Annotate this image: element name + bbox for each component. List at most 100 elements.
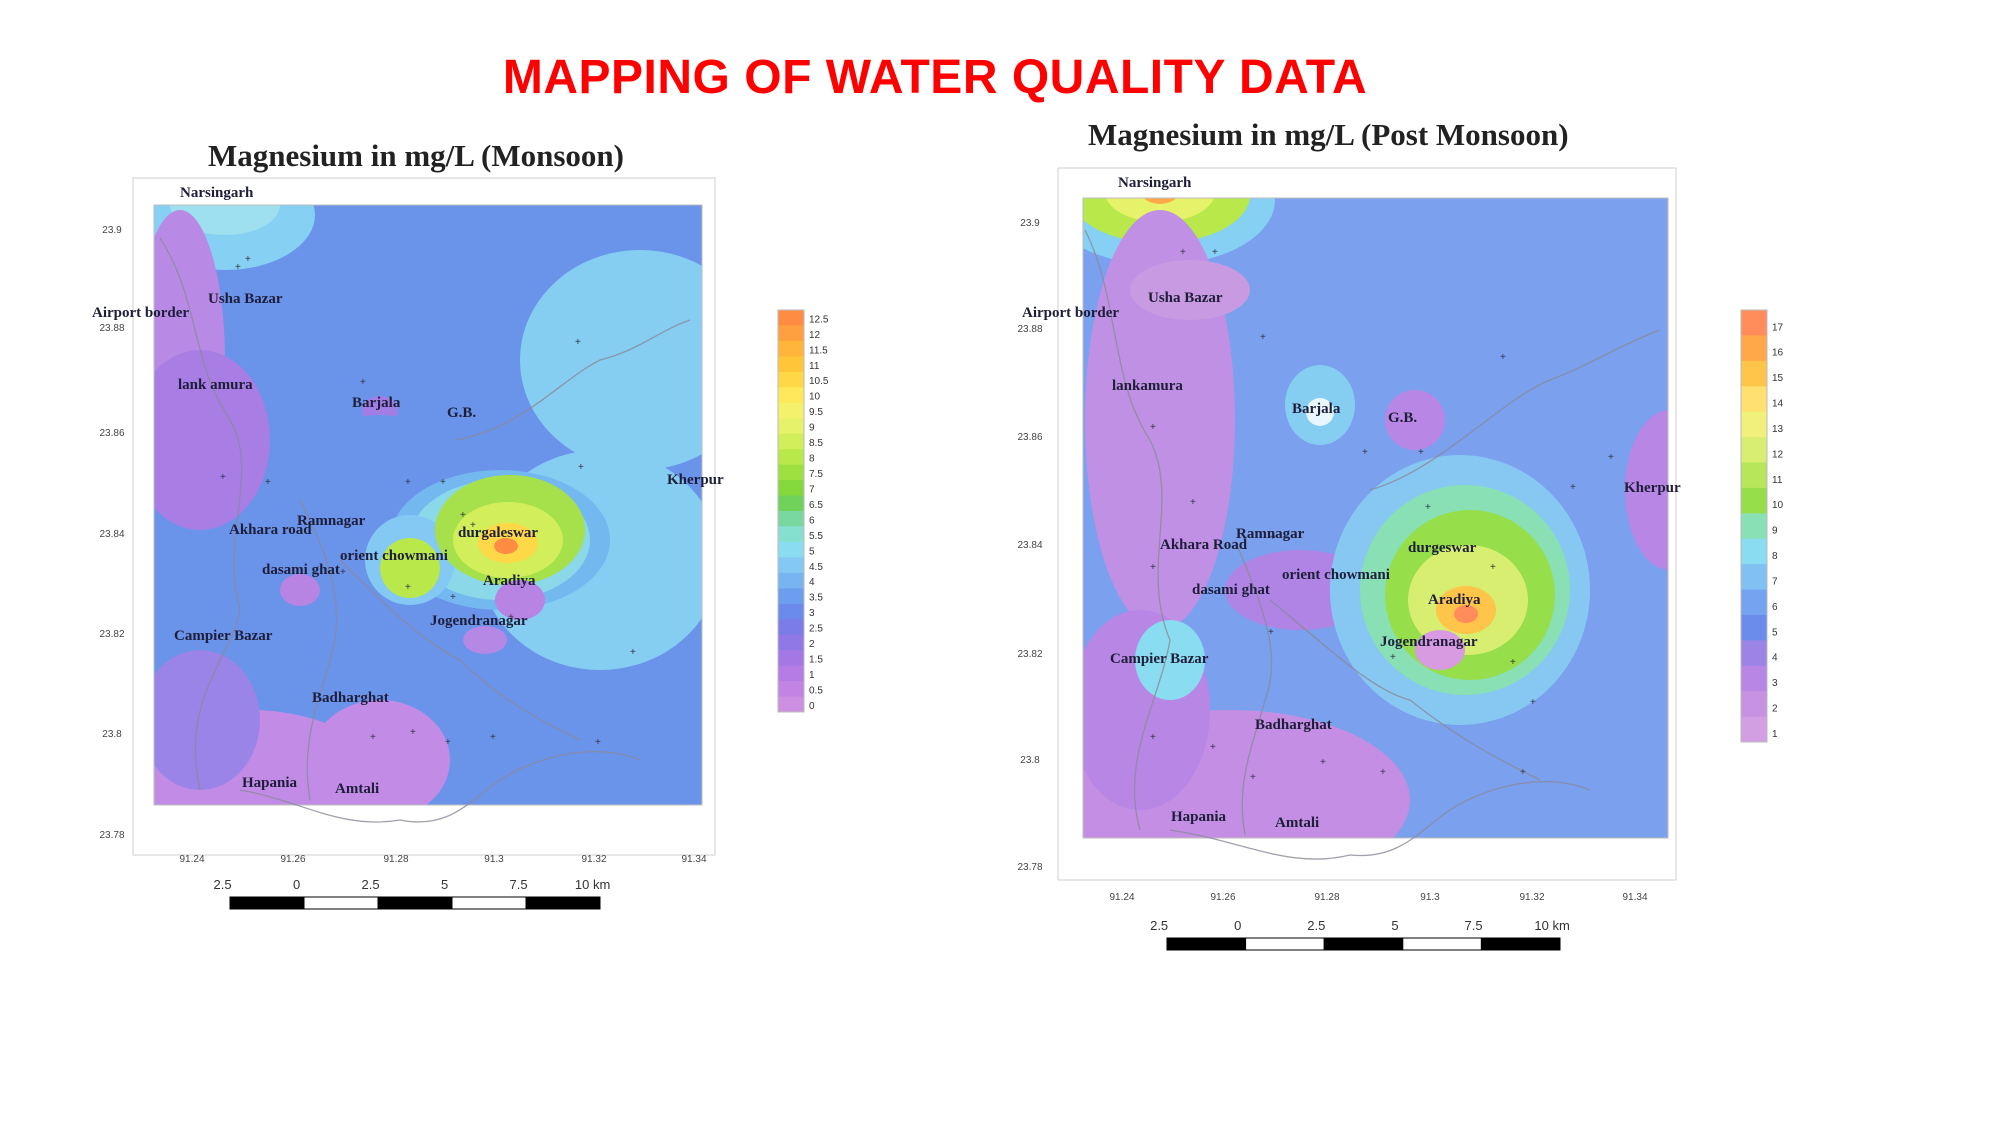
boundary-line [1169, 781, 1591, 860]
legend-label: 3 [809, 608, 815, 619]
place-label: Aradiya [1428, 592, 1481, 608]
legend-swatch [778, 603, 804, 620]
legend-swatch [1741, 640, 1767, 667]
legend-swatch [1741, 538, 1767, 565]
place-label: Aradiya [483, 573, 536, 589]
legend-swatch [778, 495, 804, 512]
legend-border [1740, 309, 1768, 743]
boundary-line [1269, 599, 1541, 781]
contour-zone [335, 415, 425, 465]
place-label: orient chowmani [1282, 567, 1390, 583]
place-label: Hapania [242, 775, 298, 791]
sample-point-marker: + [1210, 742, 1216, 753]
legend-label: 5 [1772, 627, 1778, 638]
sample-point-marker: + [575, 337, 581, 348]
legend-label: 12 [1772, 449, 1784, 460]
legend-swatch [1741, 513, 1767, 540]
legend-swatch [1741, 462, 1767, 489]
boundary-line [159, 237, 243, 791]
map-frame [132, 177, 716, 856]
legend-swatch [778, 634, 804, 651]
sample-point-marker: + [370, 732, 376, 743]
boundary-line [299, 499, 338, 801]
scale-bar-label: 5 [441, 877, 448, 892]
place-label: G.B. [447, 405, 476, 421]
place-label: Narsingarh [1118, 175, 1192, 191]
lat-tick-label: 23.84 [99, 529, 124, 540]
place-label: Kherpur [667, 472, 724, 488]
sample-point-marker: + [1380, 767, 1386, 778]
place-label: Badharghat [1255, 717, 1332, 733]
legend-swatch [1741, 360, 1767, 387]
legend-label: 7.5 [809, 469, 823, 480]
contour-layer [154, 205, 702, 805]
legend-label: 3.5 [809, 593, 823, 604]
sample-point-marker: + [1490, 562, 1496, 573]
lon-tick-label: 91.3 [484, 854, 504, 865]
scale-bar-label: 10 km [1534, 918, 1569, 933]
legend-swatch [778, 541, 804, 558]
boundary-line [1234, 539, 1273, 836]
legend-label: 0.5 [809, 685, 823, 696]
lat-tick-label: 23.88 [1017, 324, 1042, 335]
legend-label: 8.5 [809, 438, 823, 449]
place-label: Badharghat [312, 690, 389, 706]
sample-point-marker: + [1608, 452, 1614, 463]
scale-bar-label: 5 [1391, 918, 1398, 933]
place-label: Jogendranagar [430, 613, 528, 629]
contour-layer [1083, 198, 1668, 838]
legend-swatch [778, 557, 804, 574]
sample-point-marker: + [1270, 532, 1276, 543]
place-label: Ramnagar [1236, 526, 1305, 542]
legend-swatch [778, 480, 804, 497]
legend-swatch [778, 572, 804, 589]
place-label: Airport border [1022, 305, 1119, 321]
legend-border [777, 309, 805, 713]
legend-label: 5 [809, 546, 815, 557]
lat-tick-label: 23.9 [1020, 218, 1040, 229]
place-label: orient chowmani [340, 548, 448, 564]
contour-zone [310, 700, 450, 805]
legend-swatch [1741, 564, 1767, 591]
map-title-monsoon: Magnesium in mg/L (Monsoon) [208, 138, 624, 173]
legend-swatch [1741, 614, 1767, 641]
lon-tick-label: 91.3 [1420, 892, 1440, 903]
lon-tick-label: 91.24 [1109, 892, 1134, 903]
legend-label: 15 [1772, 373, 1784, 384]
legend-swatch [778, 588, 804, 605]
scale-bar-label: 2.5 [1307, 918, 1325, 933]
slide-title: MAPPING OF WATER QUALITY DATA [502, 51, 1368, 104]
sample-point-marker: + [1180, 247, 1186, 258]
legend-swatch [778, 526, 804, 543]
legend-swatch [778, 511, 804, 527]
legend-swatch [778, 650, 804, 667]
scale-bar-label: 0 [293, 877, 300, 892]
legend-swatch [1741, 335, 1767, 362]
contour-zone [1306, 398, 1334, 426]
legend-label: 1 [1772, 729, 1778, 740]
legend-swatch [1741, 487, 1767, 514]
place-label: Hapania [1171, 809, 1227, 825]
sample-point-marker: + [1150, 562, 1156, 573]
scale-bar-label: 2.5 [214, 877, 232, 892]
legend-label: 11 [1772, 475, 1783, 486]
legend-label: 5.5 [809, 531, 823, 542]
place-label: Barjala [352, 395, 401, 411]
sample-point-marker: + [1390, 652, 1396, 663]
place-label: Kherpur [1624, 480, 1681, 496]
scale-bar-segment [525, 896, 601, 910]
place-label: Jogendranagar [1380, 634, 1478, 650]
map-plot-border [1082, 197, 1669, 839]
legend-swatch [1741, 437, 1767, 463]
sample-point-marker: + [1418, 447, 1424, 458]
place-label: Akhara Road [1160, 537, 1248, 553]
map-title-post-monsoon: Magnesium in mg/L (Post Monsoon) [1088, 117, 1569, 152]
lon-tick-label: 91.26 [280, 854, 305, 865]
scale-bar-label: 7.5 [1465, 918, 1483, 933]
sample-point-marker: + [405, 477, 411, 488]
sample-point-marker: + [1425, 502, 1431, 513]
legend-label: 1 [809, 670, 815, 681]
legend-label: 8 [809, 454, 815, 465]
legend-label: 3 [1772, 678, 1778, 689]
